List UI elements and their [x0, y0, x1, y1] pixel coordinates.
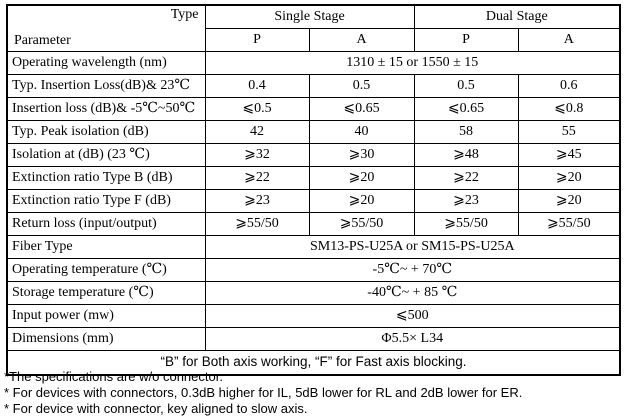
value-cell: ⩾23 [413, 189, 519, 213]
column-group-dual-stage: Dual Stage [413, 4, 621, 29]
spec-row-extinction-f: Extinction ratio Type F (dB) ⩾23 ⩾20 ⩾23… [6, 189, 621, 213]
value-cell: ⩽0.5 [204, 97, 310, 121]
value-cell: ⩾20 [517, 189, 621, 213]
value-cell: ⩽0.8 [517, 97, 621, 121]
spec-row-storage-temp: Storage temperature (℃) -40℃~ + 85 ℃ [6, 281, 621, 305]
merged-value: 1310 ± 15 or 1550 ± 15 [204, 51, 621, 75]
value-cell: 0.5 [308, 74, 415, 98]
value-cell: ⩾20 [308, 166, 415, 190]
value-cell: 0.6 [517, 74, 621, 98]
axis-note-row: “B” for Both axis working, “F” for Fast … [6, 350, 621, 376]
footnote-line: * For devices with connectors, 0.3dB hig… [4, 384, 523, 400]
spec-row-dimensions: Dimensions (mm) Φ5.5× L34 [6, 327, 621, 351]
corner-parameter-label: Parameter [14, 32, 71, 48]
value-cell: ⩾20 [517, 166, 621, 190]
param-label: Typ. Peak isolation (dB) [6, 120, 206, 144]
param-label: Extinction ratio Type F (dB) [6, 189, 206, 213]
spec-row-insertion-loss: Insertion loss (dB)& -5℃~50℃ ⩽0.5 ⩽0.65 … [6, 97, 621, 121]
value-cell: ⩾30 [308, 143, 415, 167]
value-cell: ⩽0.65 [413, 97, 519, 121]
subcol-single-a: A [308, 28, 415, 52]
corner-type-label: Type [170, 7, 199, 22]
param-label: Extinction ratio Type B (dB) [6, 166, 206, 190]
value-cell: 0.4 [204, 74, 310, 98]
value-cell: ⩾48 [413, 143, 519, 167]
value-cell: ⩾20 [308, 189, 415, 213]
merged-value: ⩽500 [204, 304, 621, 328]
footnote-line: * For device with connector, key aligned… [4, 400, 308, 416]
spec-row-peak-isolation: Typ. Peak isolation (dB) 42 40 58 55 [6, 120, 621, 144]
value-cell: 55 [517, 120, 621, 144]
header-row-groups: Type Parameter Single Stage Dual Stage [6, 4, 621, 52]
footnote-line: *The specifications are w/o connector. [4, 369, 223, 384]
param-label: Isolation at (dB) (23 ℃) [6, 143, 206, 167]
spec-row-input-power: Input power (mw) ⩽500 [6, 304, 621, 328]
spec-table: Type Parameter Single Stage Dual Stage P… [6, 4, 622, 376]
merged-value: -5℃~ + 70℃ [204, 258, 621, 282]
value-cell: 40 [308, 120, 415, 144]
spec-row-return-loss: Return loss (input/output) ⩾55/50 ⩾55/50… [6, 212, 621, 236]
subcol-dual-p: P [413, 28, 519, 52]
param-label: Storage temperature (℃) [6, 281, 206, 305]
value-cell: ⩽0.65 [308, 97, 415, 121]
value-cell: ⩾55/50 [517, 212, 621, 236]
spec-row-fiber-type: Fiber Type SM13-PS-U25A or SM15-PS-U25A [6, 235, 621, 259]
spec-row-wavelength: Operating wavelength (nm) 1310 ± 15 or 1… [6, 51, 621, 75]
value-cell: ⩾55/50 [413, 212, 519, 236]
axis-note: “B” for Both axis working, “F” for Fast … [6, 350, 621, 376]
value-cell: ⩾55/50 [204, 212, 310, 236]
subcol-single-p: P [204, 28, 310, 52]
value-cell: 42 [204, 120, 310, 144]
spec-row-operating-temp: Operating temperature (℃) -5℃~ + 70℃ [6, 258, 621, 282]
merged-value: -40℃~ + 85 ℃ [204, 281, 621, 305]
param-label: Typ. Insertion Loss(dB)& 23℃ [6, 74, 206, 98]
subcol-dual-a: A [517, 28, 621, 52]
param-label: Operating wavelength (nm) [6, 51, 206, 75]
spec-row-typ-insertion-loss: Typ. Insertion Loss(dB)& 23℃ 0.4 0.5 0.5… [6, 74, 621, 98]
value-cell: ⩾55/50 [308, 212, 415, 236]
value-cell: ⩾22 [204, 166, 310, 190]
value-cell: ⩾45 [517, 143, 621, 167]
param-label: Insertion loss (dB)& -5℃~50℃ [6, 97, 206, 121]
value-cell: 58 [413, 120, 519, 144]
column-group-single-stage: Single Stage [204, 4, 415, 29]
footnotes: *The specifications are w/o connector. *… [4, 369, 522, 416]
value-cell: ⩾23 [204, 189, 310, 213]
param-label: Return loss (input/output) [6, 212, 206, 236]
param-label: Operating temperature (℃) [6, 258, 206, 282]
merged-value: SM13-PS-U25A or SM15-PS-U25A [204, 235, 621, 259]
param-label: Fiber Type [6, 235, 206, 259]
value-cell: 0.5 [413, 74, 519, 98]
value-cell: ⩾32 [204, 143, 310, 167]
corner-cell: Type Parameter [6, 4, 206, 52]
value-cell: ⩾22 [413, 166, 519, 190]
param-label: Input power (mw) [6, 304, 206, 328]
merged-value: Φ5.5× L34 [204, 327, 621, 351]
spec-row-extinction-b: Extinction ratio Type B (dB) ⩾22 ⩾20 ⩾22… [6, 166, 621, 190]
param-label: Dimensions (mm) [6, 327, 206, 351]
spec-row-isolation: Isolation at (dB) (23 ℃) ⩾32 ⩾30 ⩾48 ⩾45 [6, 143, 621, 167]
